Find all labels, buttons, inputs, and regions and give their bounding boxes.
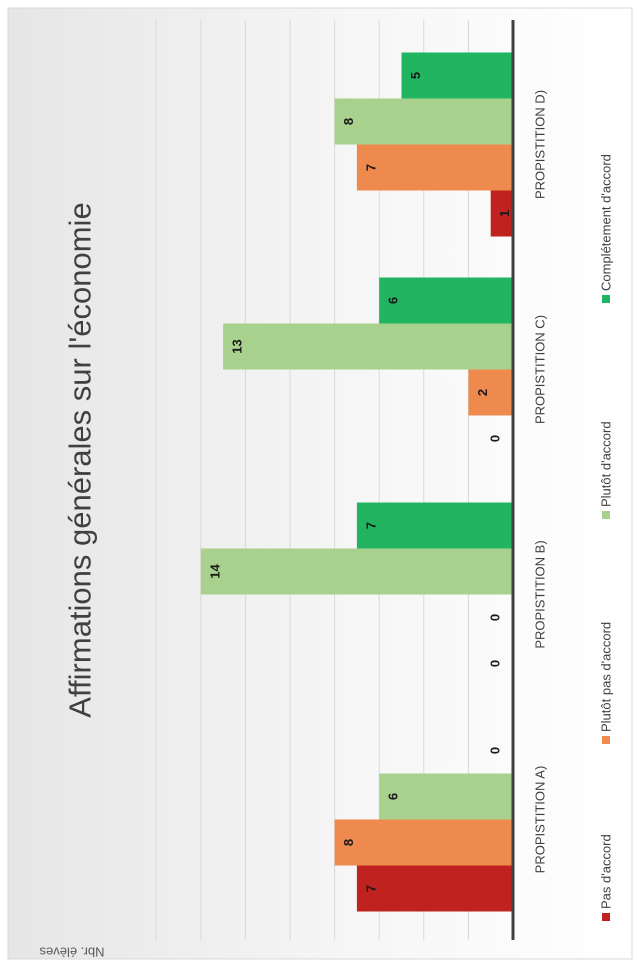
legend-item: Complétement d'accord [599, 154, 614, 303]
chart-title: Affirmations générales sur l'économie [63, 202, 98, 717]
legend: Pas d'accord Plutôt pas d'accord Plutôt d'… [599, 154, 614, 921]
bars: 7 8 6 0 0 0 14 7 0 2 13 6 1 7 8 5 [200, 52, 514, 912]
data-label: 0 [488, 747, 503, 754]
data-label: 6 [386, 793, 401, 800]
data-label: 0 [488, 660, 503, 667]
bar [468, 369, 513, 416]
data-label: 5 [408, 72, 423, 79]
y-axis-label: Nbr. élèves [39, 945, 105, 960]
data-label: 0 [488, 614, 503, 621]
bar [334, 98, 513, 145]
category-label: PROPISTITION C) [533, 315, 548, 424]
data-label: 8 [341, 839, 356, 846]
data-label: 8 [341, 118, 356, 125]
legend-item: Plutôt d'accord [599, 421, 614, 519]
legend-item: Plutôt pas d'accord [599, 622, 614, 744]
data-label: 0 [488, 435, 503, 442]
bar [223, 323, 513, 370]
legend-label: Plutôt d'accord [599, 421, 614, 507]
data-label: 7 [363, 522, 378, 529]
chart-background [7, 7, 633, 960]
bar [401, 52, 513, 99]
legend-label: Complétement d'accord [599, 154, 614, 291]
legend-label: Plutôt pas d'accord [599, 622, 614, 732]
category-label: PROPISTITION D) [533, 90, 548, 199]
data-label: 7 [363, 885, 378, 892]
data-label: 7 [363, 164, 378, 171]
bar [334, 819, 513, 866]
bar [490, 190, 513, 237]
bar [379, 773, 513, 820]
bar [379, 277, 513, 324]
data-label: 2 [475, 389, 490, 396]
category-labels: PROPISTITION A) PROPISTITION B) PROPISTITI… [533, 90, 548, 873]
legend-swatch [602, 511, 610, 519]
legend-swatch [602, 295, 610, 303]
category-label: PROPISTITION A) [533, 766, 548, 874]
data-label: 13 [230, 339, 245, 353]
bar [356, 144, 513, 191]
legend-swatch [602, 913, 610, 921]
data-label: 6 [386, 297, 401, 304]
legend-swatch [602, 736, 610, 744]
legend-label: Pas d'accord [599, 834, 614, 909]
data-label: 1 [497, 210, 512, 217]
bar [356, 865, 513, 912]
data-label: 14 [207, 564, 222, 579]
legend-item: Pas d'accord [599, 834, 614, 921]
bar [200, 548, 514, 595]
category-label: PROPISTITION B) [533, 540, 548, 648]
bar [356, 502, 513, 549]
